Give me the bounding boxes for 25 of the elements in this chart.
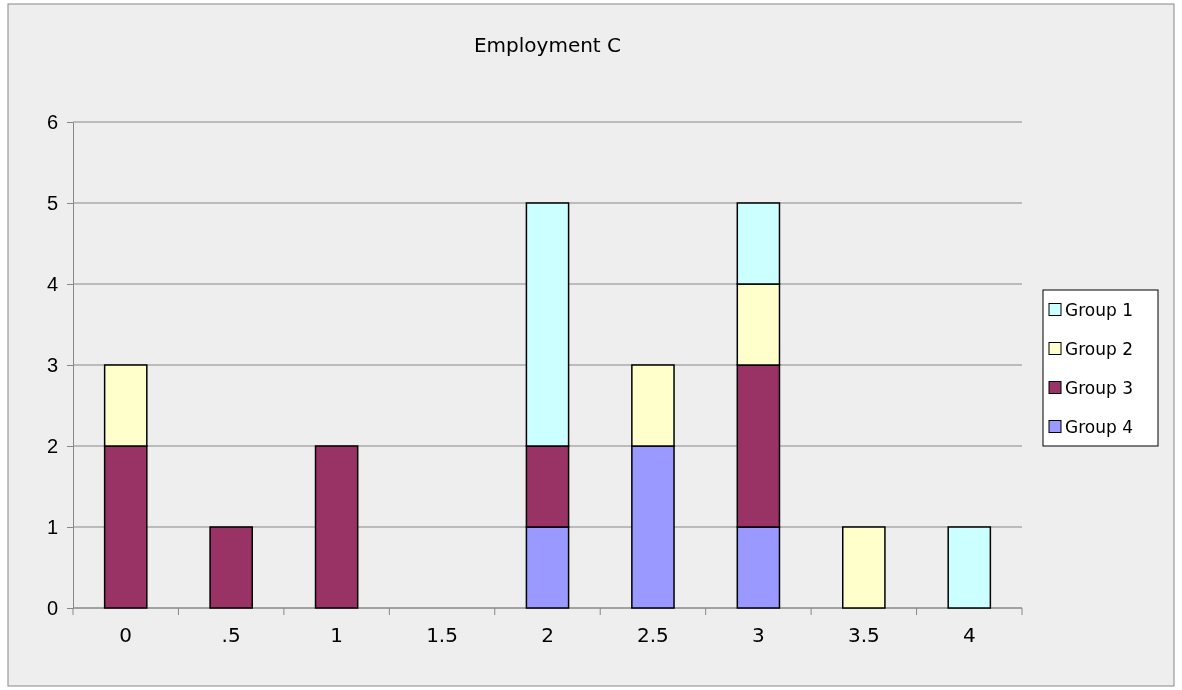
x-tick-label: 3 bbox=[752, 623, 765, 647]
x-tick-label: 4 bbox=[962, 623, 976, 647]
x-tick-label: 1 bbox=[330, 623, 343, 647]
legend-label: Group 1 bbox=[1065, 299, 1133, 320]
x-tick-label: 2.5 bbox=[637, 623, 669, 647]
bar bbox=[841, 526, 886, 609]
x-tick-label: 2 bbox=[541, 623, 554, 647]
y-tick-label: 4 bbox=[46, 272, 58, 295]
chart-title: Employment C bbox=[473, 33, 622, 57]
legend-label: Group 3 bbox=[1065, 377, 1133, 398]
bar bbox=[209, 526, 254, 609]
x-tick-label: .5 bbox=[221, 623, 241, 647]
y-tick-label: 1 bbox=[46, 515, 58, 538]
y-tick-label: 3 bbox=[46, 353, 58, 376]
y-tick-label: 2 bbox=[46, 434, 58, 457]
legend-label: Group 4 bbox=[1065, 416, 1133, 437]
bar bbox=[314, 445, 359, 609]
x-tick-label: 1.5 bbox=[426, 623, 458, 647]
y-tick-label: 0 bbox=[46, 596, 58, 619]
bar bbox=[947, 526, 992, 609]
x-tick-label: 3.5 bbox=[847, 623, 880, 647]
x-tick-label: 0 bbox=[119, 623, 133, 647]
y-tick-label: 6 bbox=[46, 110, 58, 133]
y-tick-label: 5 bbox=[46, 191, 58, 214]
legend-label: Group 2 bbox=[1065, 338, 1133, 359]
